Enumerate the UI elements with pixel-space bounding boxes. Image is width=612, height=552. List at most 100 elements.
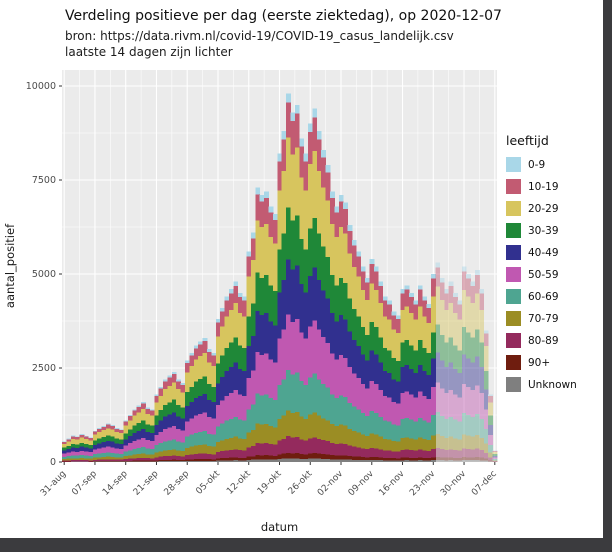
bar-segment [132,415,138,426]
bar-segment [207,459,212,461]
bar-segment [457,304,463,320]
bar-segment [378,389,384,417]
bar-segment [470,286,476,304]
bar-segment [233,389,239,417]
bar-segment [387,460,392,462]
bar-segment [242,316,247,348]
bar-segment [114,457,120,460]
bar-segment [343,319,348,359]
bar-segment [330,191,335,199]
bar-segment [299,138,305,147]
bar-segment [132,458,138,461]
bar-segment [325,343,331,388]
bar-segment [211,454,217,460]
bar-segment [154,402,160,416]
bar-segment [250,429,256,446]
bar-segment [136,461,142,462]
bar-segment [228,366,234,393]
bar-segment [330,198,335,224]
bar-segment [119,430,124,434]
bar-segment [101,437,107,443]
bar-segment [461,354,467,384]
legend-item: 20-29 [506,201,577,216]
bar-segment [422,450,428,458]
bar-segment [180,460,186,462]
bar-segment [457,373,463,398]
bar-segment [272,427,278,445]
legend-item-label: Unknown [528,378,577,391]
bar-segment [312,267,318,321]
legend-item-label: 10-19 [528,180,559,193]
bar-segment [202,460,208,462]
bar-segment [448,362,454,390]
bar-segment [413,460,419,462]
bar-segment [211,459,217,461]
bar-segment [492,455,498,458]
bar-segment [264,313,269,354]
bar-segment [277,458,283,462]
legend-swatch [506,289,521,304]
bar-segment [189,386,195,403]
bar-segment [439,460,445,462]
bar-segment [167,449,173,456]
bar-segment [435,457,441,461]
bar-segment [202,376,208,394]
bar-segment [330,443,335,456]
legend-swatch [506,223,521,238]
bar-segment [88,460,94,462]
bar-segment [343,358,348,398]
bar-segment [88,440,94,446]
bar-segment [281,438,287,454]
bar-segment [97,448,102,454]
bar-segment [62,456,67,460]
bar-segment [466,386,471,415]
bar-segment [422,395,428,421]
bar-segment [356,409,362,433]
bar-segment [475,329,480,357]
bar-segment [382,296,388,301]
bar-segment [347,459,353,462]
legend: leeftijd 0-9 10-19 20-29 30-39 40-49 50-59 60-… [506,133,577,399]
bar-segment [431,415,436,436]
bar-segment [237,368,243,395]
x-tick-label: 07-dec [470,469,499,498]
bar-segment [492,459,498,461]
legend-item: 40-49 [506,245,577,260]
bar-segment [369,321,375,351]
bar-segment [299,458,305,462]
bar-segment [294,113,300,148]
bar-segment [426,323,432,354]
bar-segment [387,373,392,398]
bar-segment [303,292,309,339]
bar-segment [488,394,493,397]
bar-segment [422,371,428,396]
bar-segment [294,104,300,114]
bar-segment [70,447,76,452]
bar-segment [303,458,309,462]
bar-segment [176,428,181,442]
bar-segment [132,440,138,449]
bar-segment [88,452,94,456]
bar-segment [417,449,423,458]
bar-segment [286,207,291,260]
bar-segment [395,451,401,459]
bar-segment [373,266,379,272]
bar-segment [290,154,296,221]
chart-note-line: laatste 14 dagen zijn lichter [65,45,233,59]
bar-segment [286,93,291,103]
bar-segment [356,377,362,410]
bar-segment [207,349,212,353]
bar-segment [479,437,485,450]
bar-segment [483,409,489,430]
bar-segment [180,461,186,462]
bar-segment [281,415,287,439]
bar-segment [110,452,116,457]
bar-segment [466,457,471,461]
bar-segment [281,379,287,416]
bar-segment [70,451,76,456]
bar-segment [75,436,80,438]
bar-segment [220,311,225,327]
bar-segment [158,460,164,462]
bar-segment [352,308,357,340]
bar-segment [470,457,476,461]
